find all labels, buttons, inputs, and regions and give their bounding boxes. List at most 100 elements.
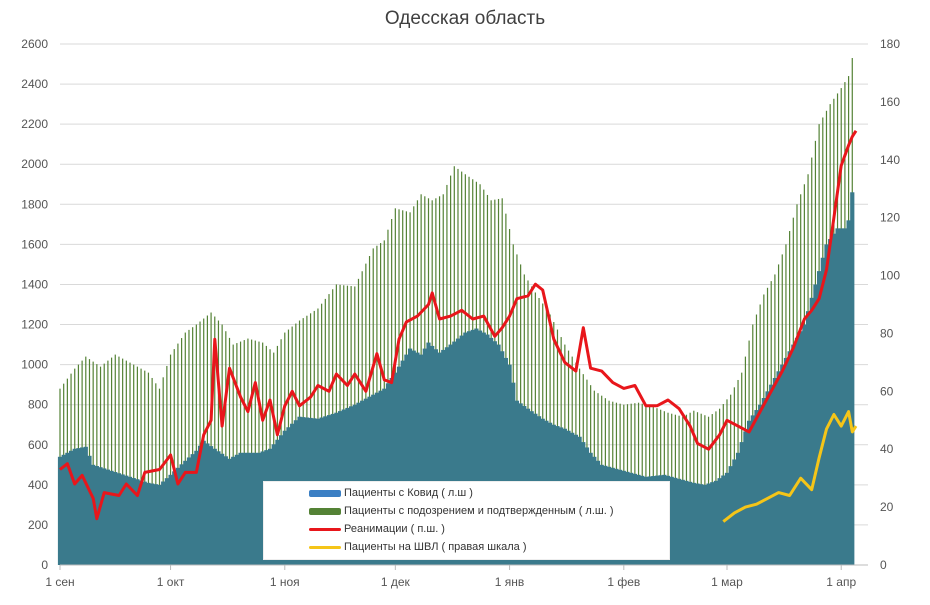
covid-bar: [703, 485, 707, 565]
covid-bar: [242, 453, 246, 565]
y-left-tick-label: 1600: [21, 237, 48, 251]
x-tick-label: 1 дек: [381, 575, 411, 589]
covid-bar: [843, 228, 847, 565]
covid-bar: [813, 284, 817, 565]
covid-bar: [695, 484, 699, 565]
covid-bar: [681, 480, 685, 565]
covid-bar: [714, 481, 718, 565]
covid-bar: [776, 371, 780, 565]
legend-swatch-covid: [309, 490, 341, 497]
y-left-tick-label: 600: [28, 438, 48, 452]
covid-bar: [710, 482, 714, 565]
y-right-tick-label: 120: [880, 211, 900, 225]
y-right-tick-label: 40: [880, 442, 894, 456]
x-tick-label: 1 окт: [157, 575, 185, 589]
covid-bar: [113, 472, 117, 565]
legend-label-icu: Реанимации ( п.ш. ): [344, 523, 445, 535]
covid-bar: [835, 228, 839, 565]
y-left-tick-label: 1400: [21, 277, 48, 291]
y-right-tick-label: 0: [880, 558, 887, 572]
y-left-tick-label: 200: [28, 518, 48, 532]
covid-bar: [246, 453, 250, 565]
x-tick-label: 1 сен: [45, 575, 74, 589]
covid-bar: [146, 483, 150, 565]
covid-bar: [747, 421, 751, 565]
covid-bar: [227, 459, 231, 565]
covid-bar: [780, 365, 784, 565]
covid-bar: [157, 485, 161, 565]
covid-bar: [191, 454, 195, 565]
covid-bar: [758, 405, 762, 565]
y-left-tick-label: 2200: [21, 117, 48, 131]
covid-bar: [810, 298, 814, 565]
covid-bar: [740, 442, 744, 565]
covid-bar: [769, 385, 773, 565]
legend-item-ventilator: Пациенты на ШВЛ ( правая шкала ): [309, 538, 527, 556]
covid-bar: [799, 331, 803, 565]
covid-bar: [773, 378, 777, 565]
covid-bar: [154, 484, 158, 565]
x-tick-label: 1 апр: [826, 575, 856, 589]
covid-bar: [846, 220, 850, 565]
covid-bar: [224, 456, 228, 565]
covid-bar: [762, 398, 766, 565]
covid-bar: [839, 228, 843, 565]
covid-bar: [84, 447, 88, 565]
covid-bar: [673, 478, 677, 565]
covid-bar: [143, 482, 147, 565]
covid-bar: [80, 447, 84, 565]
legend-item-suspected: Пациенты с подозрением и подтвержденным …: [309, 502, 614, 520]
covid-bar: [257, 453, 261, 565]
covid-bar: [743, 431, 747, 565]
covid-bar: [250, 453, 254, 565]
y-right-tick-label: 160: [880, 95, 900, 109]
x-tick-label: 1 ноя: [270, 575, 300, 589]
covid-bar: [670, 477, 674, 565]
legend-swatch-suspected: [309, 508, 341, 515]
covid-bar: [231, 457, 235, 565]
covid-bar: [73, 449, 77, 565]
chart-title: Одесская область: [0, 8, 930, 30]
y-left-tick-label: 2600: [21, 37, 48, 51]
covid-bar: [117, 473, 121, 565]
covid-bar: [58, 457, 62, 565]
legend-swatch-icu: [309, 528, 341, 531]
legend-label-ventilator: Пациенты на ШВЛ ( правая шкала ): [344, 541, 527, 553]
covid-bar: [699, 484, 703, 565]
covid-bar: [102, 468, 106, 565]
covid-bar: [161, 482, 165, 565]
x-tick-label: 1 мар: [711, 575, 743, 589]
y-left-tick-label: 0: [41, 558, 48, 572]
covid-bar: [684, 481, 688, 565]
y-right-tick-label: 20: [880, 500, 894, 514]
y-left-tick-label: 1800: [21, 197, 48, 211]
covid-bar: [706, 484, 710, 565]
covid-bar: [253, 453, 257, 565]
covid-bar: [802, 325, 806, 565]
x-tick-label: 1 фев: [607, 575, 640, 589]
covid-bar: [168, 475, 172, 565]
legend-label-covid: Пациенты с Ковид ( л.ш ): [344, 487, 473, 499]
covid-bar: [202, 441, 206, 565]
covid-bar: [150, 484, 154, 565]
covid-bar: [795, 338, 799, 565]
legend-item-covid: Пациенты с Ковид ( л.ш ): [309, 484, 473, 502]
covid-bar: [235, 455, 239, 565]
covid-bar: [828, 239, 832, 565]
covid-bar: [806, 311, 810, 565]
covid-bar: [172, 471, 176, 565]
covid-bar: [788, 351, 792, 565]
y-left-tick-label: 2000: [21, 157, 48, 171]
legend: Пациенты с Ковид ( л.ш ) Пациенты с подо…: [263, 481, 670, 560]
covid-bar: [688, 482, 692, 565]
y-right-tick-label: 140: [880, 153, 900, 167]
y-left-tick-label: 400: [28, 478, 48, 492]
covid-bar: [62, 455, 66, 565]
covid-bar: [76, 448, 80, 565]
covid-bar: [754, 410, 758, 565]
y-left-tick-label: 1200: [21, 318, 48, 332]
covid-bar: [817, 271, 821, 565]
x-tick-label: 1 янв: [495, 575, 525, 589]
covid-bar: [821, 258, 825, 565]
